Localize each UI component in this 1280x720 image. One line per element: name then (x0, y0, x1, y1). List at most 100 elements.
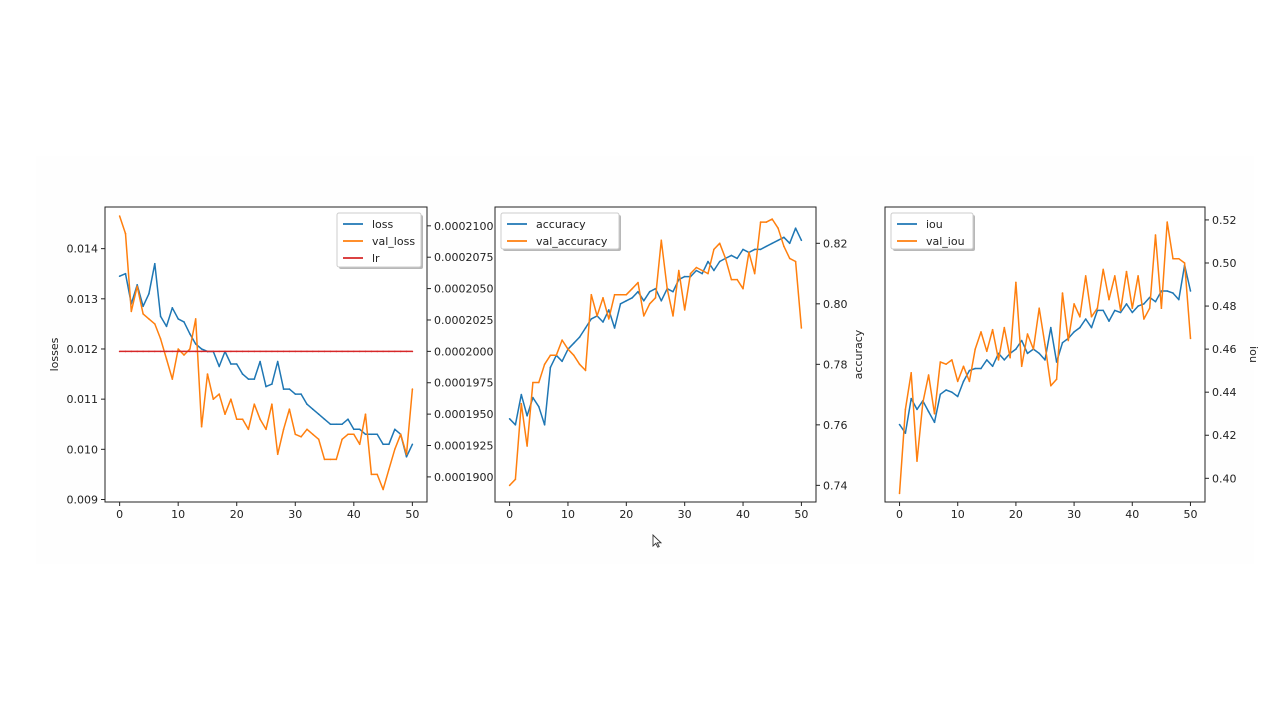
data-point (794, 227, 797, 229)
data-point (206, 373, 209, 375)
data-point (353, 428, 355, 431)
y-tick-label: 0.010 (67, 443, 99, 456)
series-lr (118, 350, 414, 353)
legend-label-val_loss: val_loss (372, 235, 415, 248)
data-point (980, 331, 982, 333)
data-point (183, 354, 185, 356)
data-point (718, 260, 721, 263)
y-tick-label: 0.52 (1212, 214, 1237, 227)
data-point (136, 350, 138, 353)
x-tick-label: 0 (116, 508, 123, 521)
data-point (1178, 298, 1180, 301)
y-tick-label: 0.014 (67, 243, 99, 256)
data-point (171, 350, 174, 353)
x-tick-label: 30 (1067, 508, 1081, 521)
x-tick-label: 50 (405, 508, 419, 521)
chart-3: 0 10 20 30 40 50 0.40 0.42 0.44 0.46 0.48 0.50 0.52 i… (884, 206, 1260, 521)
data-point (532, 396, 534, 399)
data-point (165, 358, 168, 360)
data-point (218, 350, 220, 353)
data-point (1114, 309, 1116, 312)
data-point (294, 393, 297, 395)
chart-1: 0 10 20 30 40 50 0.009 0.010 0.011 0.012 0.013 0.01… (48, 206, 510, 521)
data-point (358, 428, 361, 431)
x-tick-label: 50 (1183, 508, 1197, 521)
legend-label-accuracy: accuracy (536, 218, 586, 231)
data-point (411, 388, 414, 390)
y-right-tick-label: 0.0002100 (434, 220, 494, 233)
legend: iou val_iou (890, 212, 975, 251)
series-val_iou (898, 221, 1192, 495)
data-point (783, 245, 785, 248)
data-point (922, 402, 924, 404)
data-point (1067, 339, 1070, 342)
data-point (370, 433, 373, 436)
data-point (736, 257, 738, 260)
data-point (1032, 348, 1035, 350)
data-point (538, 405, 540, 408)
data-point (1172, 292, 1174, 294)
data-point (1108, 298, 1110, 301)
data-point (294, 350, 297, 353)
data-point (707, 272, 709, 275)
data-point (353, 350, 355, 353)
data-point (124, 272, 127, 275)
data-point (701, 269, 703, 272)
y-tick-label: 0.48 (1212, 300, 1237, 313)
data-point (376, 350, 379, 353)
data-point (1131, 311, 1134, 314)
data-point (578, 336, 581, 338)
y-tick-label: 0.82 (823, 237, 848, 250)
data-point (317, 413, 320, 416)
data-point (939, 393, 942, 396)
data-point (788, 242, 791, 245)
data-point (154, 323, 156, 325)
data-point (1131, 307, 1134, 310)
legend-label-iou: iou (926, 218, 943, 231)
data-point (1096, 307, 1099, 310)
data-point (1119, 309, 1122, 312)
data-point (276, 350, 279, 353)
data-point (136, 284, 138, 286)
legend-label-lr: lr (372, 252, 380, 265)
data-point (288, 388, 291, 390)
data-point (194, 343, 197, 345)
data-point (783, 236, 785, 239)
data-point (130, 310, 133, 313)
data-point (394, 428, 396, 431)
data-point (364, 433, 367, 436)
data-point (224, 413, 226, 416)
data-point (771, 242, 773, 245)
y-tick-label: 0.40 (1212, 472, 1237, 485)
data-point (341, 350, 343, 353)
data-point (904, 432, 907, 434)
y-right-tick-label: 0.0002050 (434, 283, 494, 296)
data-point (910, 397, 912, 400)
data-point (590, 293, 593, 296)
data-point (1079, 326, 1081, 329)
data-point (265, 385, 267, 388)
y-right-tick-label: 0.0001950 (434, 408, 494, 421)
data-point (1026, 333, 1029, 335)
data-point (1055, 361, 1058, 363)
data-point (394, 448, 396, 451)
data-point (701, 272, 703, 275)
data-point (1015, 281, 1017, 284)
data-point (538, 381, 540, 384)
data-point (730, 278, 733, 281)
data-point (1183, 262, 1186, 264)
data-point (241, 373, 244, 375)
data-point (189, 348, 191, 350)
x-tick-label: 0 (896, 508, 903, 521)
data-point (713, 248, 715, 251)
data-point (602, 321, 604, 323)
data-point (323, 418, 326, 421)
data-point (997, 359, 1000, 361)
data-point (118, 275, 121, 278)
data-point (200, 350, 203, 353)
data-point (695, 266, 698, 269)
data-point (526, 445, 528, 447)
data-point (235, 350, 238, 353)
